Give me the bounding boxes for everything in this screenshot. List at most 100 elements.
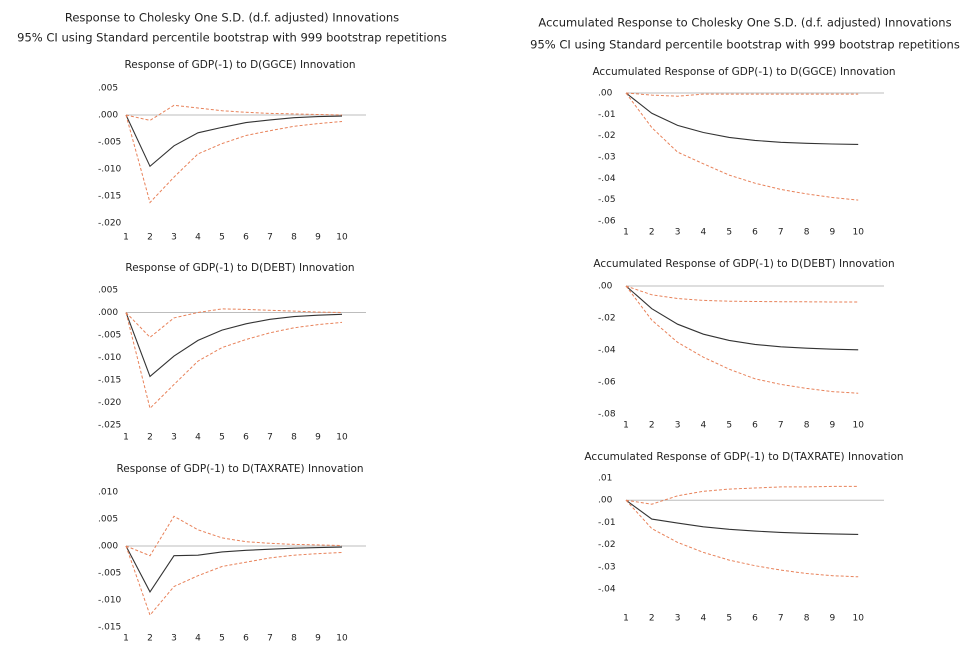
x-tick-label: 7: [267, 233, 273, 243]
y-tick-label: -.06: [598, 217, 616, 227]
y-tick-label: .005: [98, 515, 118, 525]
x-tick-label: 5: [219, 634, 225, 644]
y-tick-label: -.08: [598, 410, 616, 420]
group-subtitle: 95% CI using Standard percentile bootstr…: [17, 31, 447, 45]
y-tick-label: -.04: [598, 585, 616, 595]
x-tick-label: 8: [291, 233, 297, 243]
x-tick-label: 8: [291, 433, 297, 443]
x-tick-label: 9: [315, 233, 321, 243]
x-tick-label: 5: [726, 228, 732, 238]
x-tick-label: 2: [649, 421, 655, 431]
x-tick-label: 6: [243, 233, 249, 243]
x-tick-label: 9: [830, 614, 836, 624]
chart-title: Accumulated Response of GDP(-1) to D(TAX…: [584, 451, 903, 463]
x-tick-label: 6: [752, 228, 758, 238]
x-tick-label: 1: [623, 421, 629, 431]
ci-line: [125, 308, 343, 338]
response-line: [125, 312, 343, 378]
y-tick-label: -.04: [598, 346, 616, 356]
chart-title: Accumulated Response of GDP(-1) to D(DEB…: [593, 258, 894, 270]
y-tick-label: -.020: [98, 219, 122, 229]
ci-line: [625, 92, 859, 97]
y-tick-label: -.06: [598, 378, 616, 388]
x-tick-label: 7: [267, 433, 273, 443]
x-tick-label: 7: [267, 634, 273, 644]
y-tick-label: -.04: [598, 174, 616, 184]
y-tick-label: .000: [98, 308, 118, 318]
group-subtitle: 95% CI using Standard percentile bootstr…: [530, 38, 960, 52]
x-tick-label: 10: [852, 421, 864, 431]
x-tick-label: 10: [852, 228, 864, 238]
y-tick-label: -.010: [98, 165, 122, 175]
x-tick-label: 3: [675, 421, 681, 431]
y-tick-label: -.03: [598, 153, 616, 163]
x-tick-label: 3: [675, 614, 681, 624]
response-line: [125, 545, 343, 593]
y-tick-label: -.05: [598, 195, 616, 205]
y-tick-label: .000: [98, 111, 118, 121]
ci-line: [125, 312, 343, 410]
x-tick-label: 6: [243, 634, 249, 644]
x-tick-label: 8: [804, 228, 810, 238]
x-tick-label: 7: [778, 614, 784, 624]
group-title: Accumulated Response to Cholesky One S.D…: [538, 16, 951, 30]
y-tick-label: -.010: [98, 596, 122, 606]
x-tick-label: 8: [804, 421, 810, 431]
x-tick-label: 2: [147, 233, 153, 243]
x-tick-label: 2: [649, 614, 655, 624]
y-tick-label: -.005: [98, 138, 121, 148]
ci-line: [625, 92, 859, 201]
x-tick-label: 6: [752, 421, 758, 431]
ci-line: [625, 499, 859, 578]
x-tick-label: 4: [701, 228, 707, 238]
y-tick-label: -.025: [98, 421, 121, 431]
y-tick-label: .00: [598, 282, 613, 292]
x-tick-label: 5: [726, 421, 732, 431]
y-tick-label: -.010: [98, 353, 122, 363]
chart-title: Response of GDP(-1) to D(TAXRATE) Innova…: [116, 463, 363, 475]
y-tick-label: .010: [98, 488, 118, 498]
x-tick-label: 1: [123, 433, 129, 443]
x-tick-label: 2: [649, 228, 655, 238]
ci-line: [125, 545, 343, 617]
x-tick-label: 5: [219, 233, 225, 243]
chart-title: Accumulated Response of GDP(-1) to D(GGC…: [592, 66, 895, 78]
y-tick-label: .005: [98, 84, 118, 94]
y-tick-label: .000: [98, 542, 118, 552]
x-tick-label: 7: [778, 228, 784, 238]
x-tick-label: 10: [336, 433, 348, 443]
x-tick-label: 10: [852, 614, 864, 624]
response-line: [625, 499, 859, 535]
response-line: [125, 114, 343, 168]
y-tick-label: .00: [598, 496, 613, 506]
y-tick-label: -.015: [98, 376, 121, 386]
x-tick-label: 1: [123, 233, 129, 243]
y-tick-label: -.005: [98, 569, 121, 579]
ci-line: [125, 104, 343, 121]
y-tick-label: -.02: [598, 540, 616, 550]
x-tick-label: 3: [171, 233, 177, 243]
y-tick-label: -.02: [598, 131, 616, 141]
y-tick-label: -.03: [598, 562, 616, 572]
y-tick-label: -.02: [598, 314, 616, 324]
x-tick-label: 1: [623, 614, 629, 624]
x-tick-label: 9: [315, 634, 321, 644]
y-tick-label: -.01: [598, 110, 616, 120]
x-tick-label: 6: [752, 614, 758, 624]
chart-title: Response of GDP(-1) to D(DEBT) Innovatio…: [125, 262, 354, 274]
y-tick-label: .00: [598, 89, 613, 99]
y-tick-label: -.015: [98, 192, 121, 202]
x-tick-label: 7: [778, 421, 784, 431]
y-tick-label: .005: [98, 286, 118, 296]
ci-line: [125, 114, 343, 204]
x-tick-label: 10: [336, 634, 348, 644]
x-tick-label: 4: [195, 233, 201, 243]
y-tick-label: -.01: [598, 518, 616, 528]
x-tick-label: 3: [675, 228, 681, 238]
x-tick-label: 5: [726, 614, 732, 624]
x-tick-label: 2: [147, 634, 153, 644]
x-tick-label: 9: [315, 433, 321, 443]
y-tick-label: -.020: [98, 398, 122, 408]
x-tick-label: 8: [804, 614, 810, 624]
